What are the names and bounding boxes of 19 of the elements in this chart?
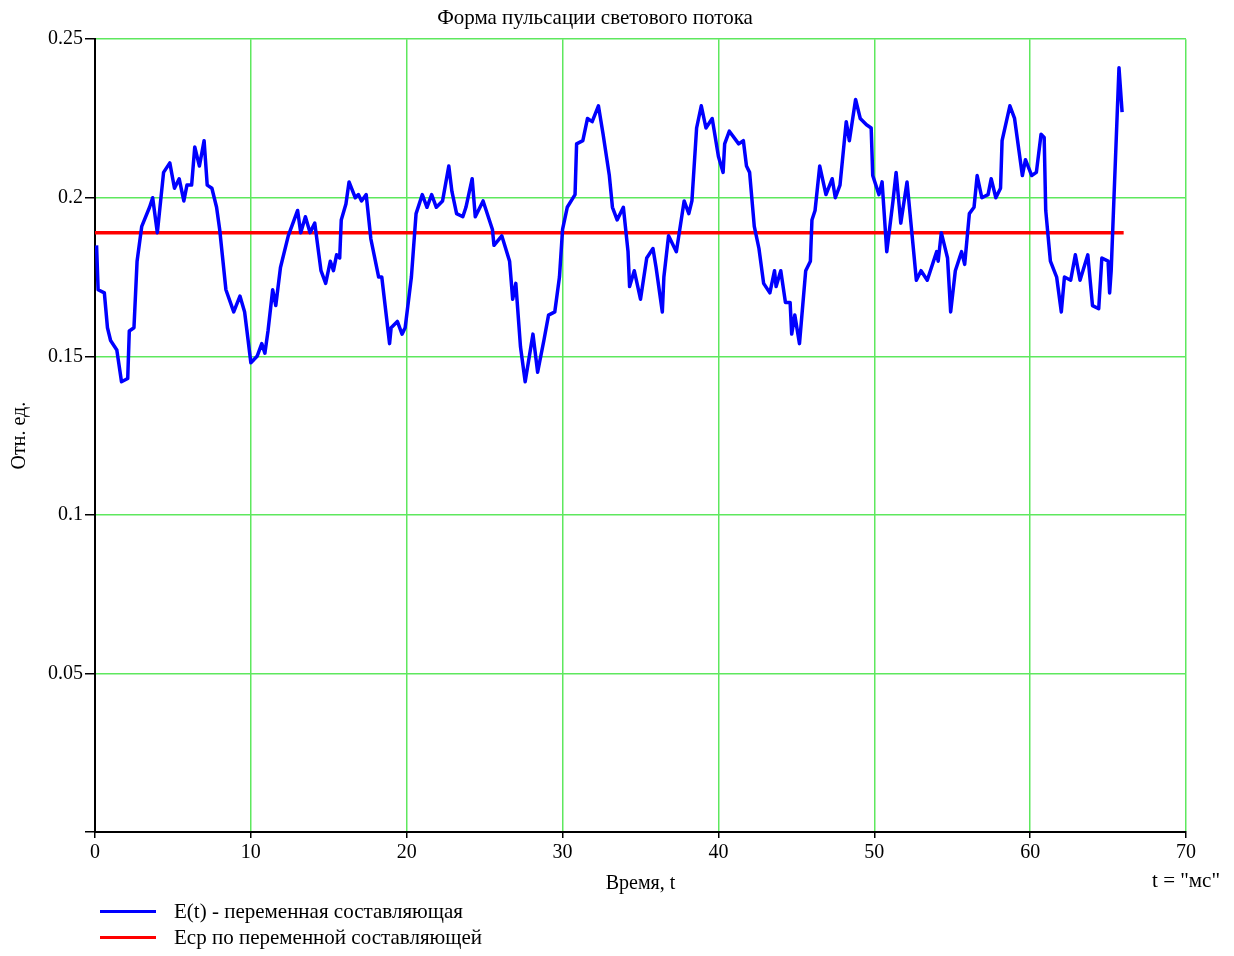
legend-label: Eср по переменной составляющей	[174, 924, 482, 950]
legend-label: E(t) - переменная составляющая	[174, 898, 463, 924]
x-axis-title: Время, t	[605, 871, 676, 895]
text: t = "мс"	[1152, 868, 1220, 893]
x-tick-label: 0	[90, 840, 100, 863]
x-tick-label: 10	[240, 840, 261, 863]
x-tick-label: 20	[396, 840, 417, 863]
x-tick-label: 30	[552, 840, 573, 863]
x-tick-label: 70	[1176, 840, 1196, 863]
x-tick-label: 60	[1020, 840, 1041, 863]
y-tick-label: 0.15	[48, 343, 83, 366]
y-axis-title: Отн. ед.	[7, 401, 31, 470]
y-tick-label: 0.1	[58, 502, 83, 525]
y-tick-label: 0.25	[48, 26, 83, 49]
y-tick-label: 0.2	[58, 185, 83, 208]
y-tick-label: 0.05	[48, 660, 83, 683]
x-tick-label: 50	[864, 840, 885, 863]
chart-title: Форма пульсации светового потока	[437, 5, 754, 30]
x-tick-label: 40	[708, 840, 729, 863]
